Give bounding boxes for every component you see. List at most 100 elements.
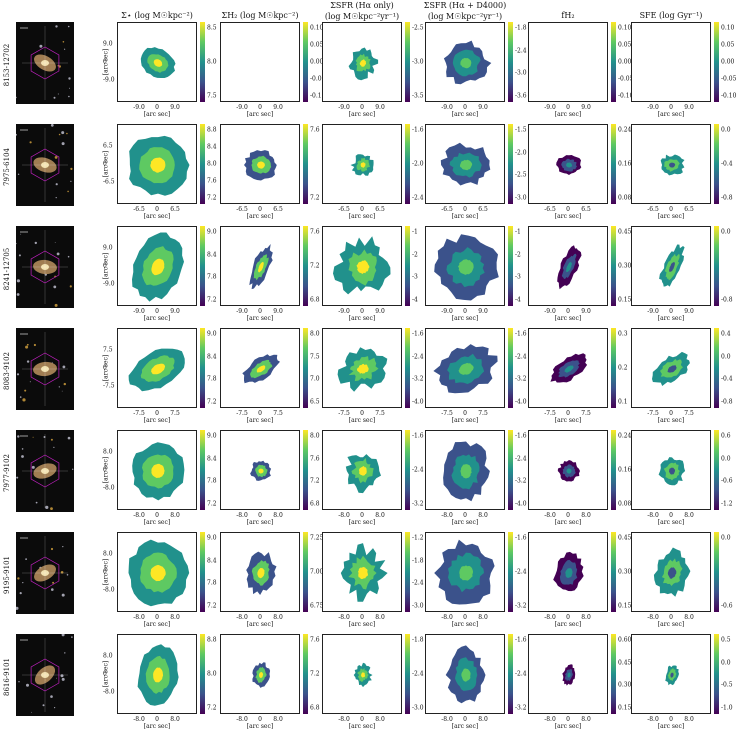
x-tick-label: 0 [669, 104, 673, 111]
map-frame [220, 328, 300, 408]
x-tick-label: 0 [360, 614, 364, 621]
plateifu-text: 8153-12702 [3, 43, 11, 87]
background-star [58, 133, 61, 136]
colorbar-tick-label: -0.05 [310, 75, 326, 83]
x-tick-label: -6.5 [133, 206, 145, 213]
colorbar-tick-label: -2.4 [515, 670, 527, 678]
map-frame [117, 634, 197, 714]
map-svg [129, 135, 190, 196]
map-panel: 0.60 0.45 0.30 0.15 -8.0 0 8.0 [arc sec] [528, 634, 631, 730]
colorbar-tick-label: -0.4 [721, 160, 733, 168]
x-tick-label: 0 [669, 512, 673, 519]
colorbar-tick-label: 0.00 [618, 58, 632, 66]
colorbar-tick-label: 8.4 [207, 557, 217, 565]
x-tick-label: 0 [463, 614, 467, 621]
colorbar [303, 430, 308, 510]
x-tick-label: 9.0 [478, 104, 488, 111]
x-tick-label: -8.0 [236, 614, 248, 621]
colorbar-tick-label: -2.4 [412, 194, 424, 202]
colorbar [508, 328, 513, 408]
map-panel: 0.45 0.30 0.15 -9.0 0 9.0 [arc sec] [528, 226, 631, 322]
colorbar-tick-label: 0.10 [721, 24, 735, 32]
x-tick-label: -8.0 [338, 614, 350, 621]
colorbar-tick-label: -1.6 [412, 126, 424, 134]
background-star [54, 242, 56, 243]
background-star [50, 695, 53, 698]
galaxy-image [16, 430, 74, 512]
x-tick-label: 8.0 [375, 512, 385, 519]
background-star [72, 468, 74, 470]
colorbar-tick-label: 7.8 [207, 375, 217, 383]
map-svg [242, 354, 280, 384]
x-tick-label: -9.0 [133, 308, 145, 315]
x-tick-label: -7.5 [133, 410, 145, 417]
map-frame [220, 226, 300, 306]
background-star [62, 365, 66, 369]
map-svg [128, 348, 185, 392]
background-star [50, 547, 54, 551]
map-region-core [669, 162, 676, 168]
background-star [66, 132, 68, 135]
map-panel: -1 -2 -3 -4 -9.0 0 9.0 [arc sec] [322, 226, 418, 322]
map-frame [322, 328, 402, 408]
background-star [67, 436, 71, 440]
map-svg [249, 244, 273, 290]
background-star [16, 476, 19, 479]
colorbar-tick-label: 6.5 [310, 398, 320, 406]
y-tick-label: 7.5 [103, 346, 113, 354]
x-tick-label: -9.0 [441, 308, 453, 315]
background-star [29, 381, 31, 383]
x-tick-label: 8.0 [478, 512, 488, 519]
map-svg [340, 543, 388, 602]
map-panel: 0.0 -0.6 -8.0 0 8.0 [arc sec] [631, 532, 733, 628]
colorbar [714, 22, 719, 102]
colorbar [200, 328, 205, 408]
x-tick-label: -8.0 [338, 716, 350, 723]
x-tick-label: 6.5 [273, 206, 283, 213]
colorbar [200, 226, 205, 306]
colorbar-tick-label: -2.5 [412, 24, 424, 32]
map-region-core [256, 365, 266, 373]
x-tick-label: 0 [360, 410, 364, 417]
y-tick-label: 0 [103, 568, 107, 576]
background-star [31, 711, 32, 713]
background-star [22, 582, 24, 584]
x-tick-label: -9.0 [236, 104, 248, 111]
y-tick-label: 0 [103, 466, 107, 474]
x-tick-label: 6.5 [170, 206, 180, 213]
colorbar-tick-label: 8.5 [207, 24, 217, 32]
colorbar-tick-label: -1.2 [412, 534, 424, 542]
x-tick-label: 8.0 [581, 512, 591, 519]
colorbar [303, 328, 308, 408]
x-tick-label: -7.5 [441, 410, 453, 417]
plateifu-text: 8616-9101 [3, 658, 11, 696]
galaxy-image [16, 124, 74, 206]
background-star [60, 571, 64, 574]
x-axis-label: [arc sec] [657, 621, 685, 628]
background-star [16, 606, 19, 610]
map-region-core [153, 59, 163, 67]
colorbar-tick-label: 0.24 [618, 126, 632, 134]
map-frame [117, 22, 197, 102]
map-panel: 9.0 8.4 7.8 7.2 -8.0 0 8.0 [arc sec] [arc sec] 8.… [103, 532, 217, 628]
background-star [61, 677, 65, 681]
galaxy-image [16, 226, 74, 308]
colorbar-tick-label: 0.0 [721, 353, 731, 361]
map-region-core [669, 467, 675, 475]
x-tick-label: 7.5 [684, 410, 694, 417]
colorbar-tick-label: 7.25 [310, 534, 324, 542]
colorbar [611, 124, 616, 204]
colorbar-tick-label: 7.8 [207, 579, 217, 587]
colorbar-tick-label: 0.16 [618, 160, 632, 168]
x-axis-label: [arc sec] [554, 213, 582, 220]
map-frame [528, 634, 608, 714]
map-panel: 0.10 0.05 0.00 -0.05 -0.10 -9.0 0 9.0 [arc sec] [631, 22, 736, 118]
x-tick-label: 8.0 [170, 716, 180, 723]
map-svg [337, 347, 388, 392]
x-tick-label: -9.0 [236, 308, 248, 315]
map-region-core [567, 672, 571, 678]
x-tick-label: 0 [155, 410, 159, 417]
map-panel: -1.6 -2.4 -3.2 -4.0 -7.5 0 7.5 [arc sec] [425, 328, 527, 424]
x-tick-label: -8.0 [236, 716, 248, 723]
background-star [54, 303, 58, 307]
